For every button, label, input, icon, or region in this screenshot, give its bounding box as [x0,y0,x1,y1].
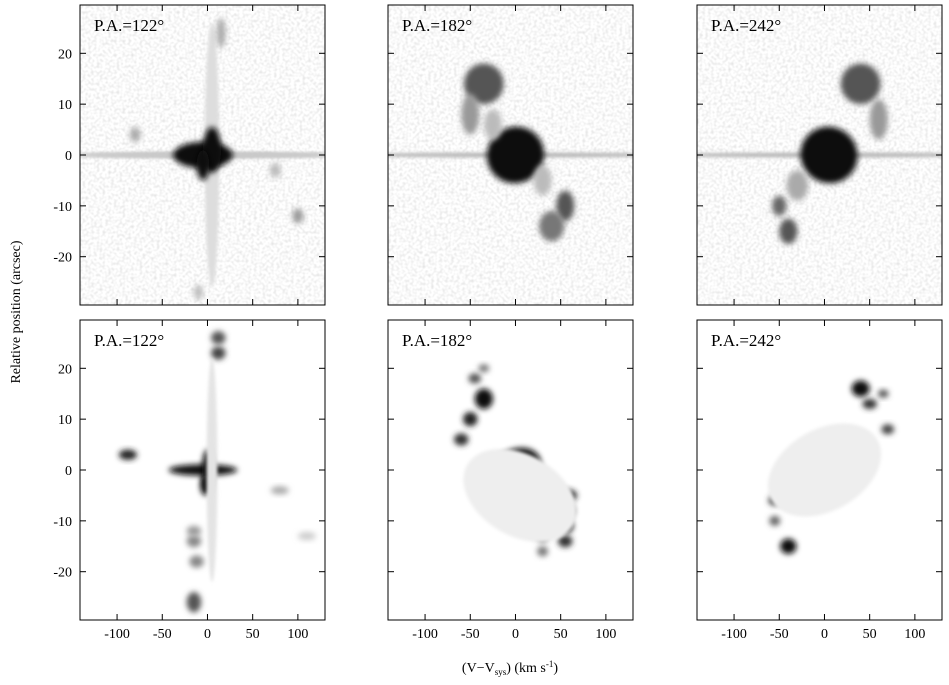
panel: P.A.=242° [696,4,943,306]
emission [486,126,545,184]
x-tick-label: -100 [104,627,130,642]
emission [269,162,281,178]
panel-title: P.A.=122° [94,16,164,35]
panel-image [118,331,316,613]
x-axis-label: (V−Vsys) (km s-1) [462,659,558,677]
emission [461,93,480,135]
emission [186,592,202,613]
panel-image [388,5,633,305]
x-label-part: ) (km s [506,661,546,676]
emission [206,358,218,582]
panel-title: P.A.=242° [711,331,781,350]
y-tick-label: -20 [53,566,72,581]
emission [463,412,478,427]
emission [129,127,141,143]
emission [189,555,204,568]
emission [697,152,942,158]
emission [537,546,549,557]
emission [483,109,502,140]
panel-image [80,5,325,305]
panel: P.A.=242° -100 -50 0 50 100 [696,319,943,642]
emission [196,149,210,181]
x-tick-label: -50 [153,627,172,642]
emission [193,284,203,300]
panel-image [767,380,895,554]
x-tick-label: 0 [821,627,828,642]
y-tick-label: 10 [58,413,72,428]
x-tick-label: 100 [595,627,616,642]
emission [556,190,575,222]
x-tick-label: 50 [246,627,260,642]
panel-title: P.A.=242° [711,16,781,35]
emission [800,126,858,184]
emission [463,448,577,543]
emission [211,331,226,345]
panel: P.A.=182° -100 -50 0 50 100 [387,319,634,642]
emission [557,535,573,548]
emission [453,433,469,446]
emission [270,486,289,495]
x-label-part: -1 [546,659,554,669]
emission [851,380,870,397]
panel-title: P.A.=182° [402,16,472,35]
emission [186,535,202,548]
x-label-part: (V−V [462,661,495,676]
x-label-part: ) [553,661,558,676]
y-tick-label: -10 [53,515,72,530]
x-label-part: sys [495,667,507,677]
emission [862,398,877,409]
emission [118,449,137,460]
x-tick-label: 0 [204,627,211,642]
x-tick-label: 0 [512,627,519,642]
panel-image [453,364,577,557]
x-tick-label: 50 [554,627,568,642]
emission [463,63,504,105]
emission [211,346,226,360]
panel: P.A.=182° [387,4,634,306]
emission [533,165,552,196]
panel: P.A.=122° -20 -10 0 10 20 [53,4,326,306]
emission [840,63,881,105]
panel-image [697,5,942,305]
x-tick-label: 100 [904,627,925,642]
y-tick-label: 20 [58,362,72,377]
x-tick-label: -100 [721,627,747,642]
panel-title: P.A.=182° [402,331,472,350]
panel-title: P.A.=122° [94,331,164,350]
x-tick-label: 50 [863,627,877,642]
y-tick-label: 0 [65,464,72,479]
y-tick-label: 20 [58,47,72,62]
y-tick-label: 10 [58,98,72,113]
emission [877,389,889,398]
emission [779,218,798,244]
emission [292,208,304,224]
emission [881,424,895,435]
x-tick-label: -50 [461,627,480,642]
emission [786,170,809,201]
y-tick-label: -20 [53,251,72,266]
emission [297,532,316,541]
emission [216,17,226,49]
x-tick-label: -50 [770,627,789,642]
y-tick-label: -10 [53,200,72,215]
emission [468,373,482,384]
emission [186,525,202,537]
emission [767,423,882,517]
x-tick-label: 100 [287,627,308,642]
emission [478,364,490,373]
emission [869,99,888,140]
emission [772,195,787,217]
emission [474,388,493,409]
y-tick-label: 0 [65,149,72,164]
y-axis-label: Relative position (arcsec) [9,240,24,383]
emission [780,538,797,554]
x-tick-label: -100 [412,627,438,642]
emission [538,210,565,242]
emission [769,515,781,526]
